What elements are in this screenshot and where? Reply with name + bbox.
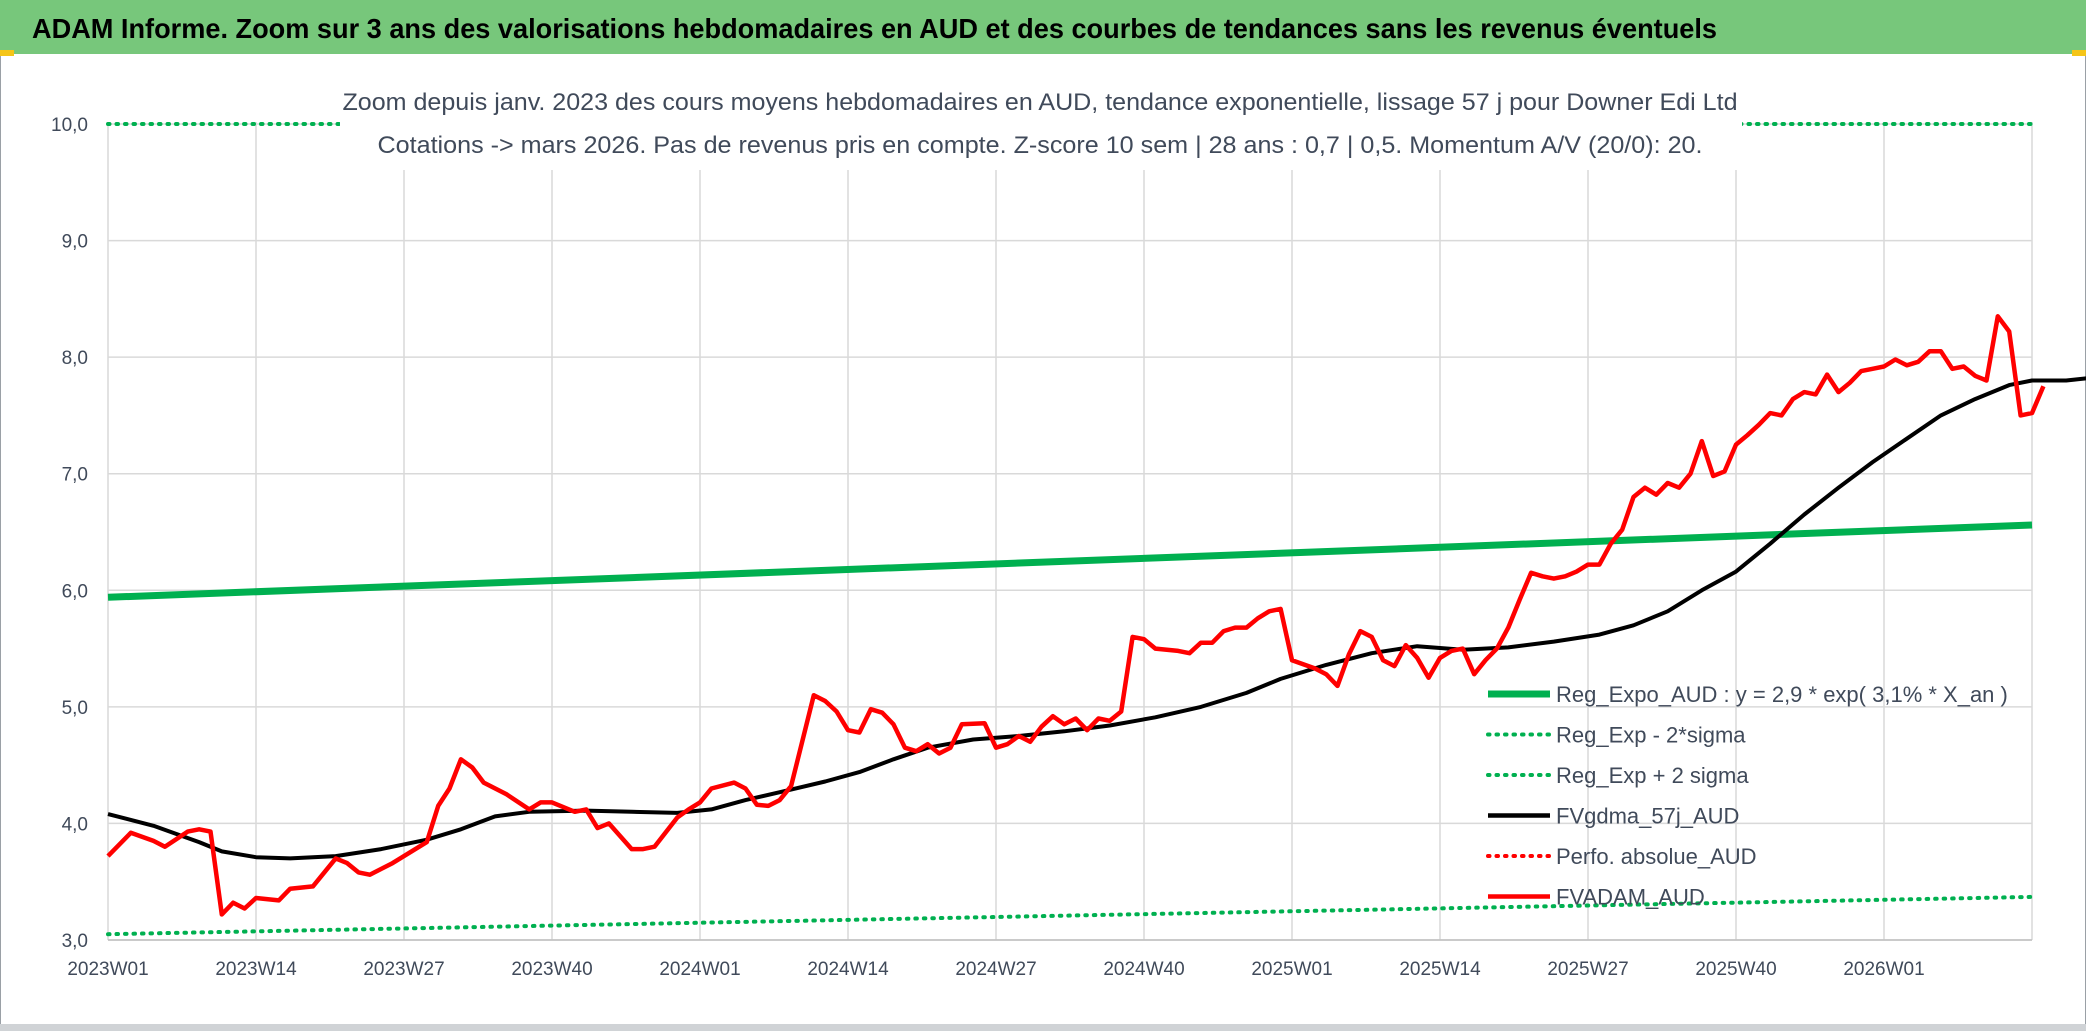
- legend-label: Perfo. absolue_AUD: [1556, 844, 1757, 869]
- series-line-reg-exp-2-sigma: [106, 894, 2034, 937]
- legend-label: FVADAM_AUD: [1556, 885, 1705, 910]
- x-tick-label: 2023W01: [67, 959, 148, 980]
- legend-label: Reg_Exp + 2 sigma: [1556, 763, 1749, 788]
- chart-title-line-2: Cotations -> mars 2026. Pas de revenus p…: [378, 132, 1703, 159]
- x-tick-label: 2025W40: [1695, 959, 1776, 980]
- series-line-fvadam-aud: [106, 314, 2046, 917]
- x-tick-label: 2024W14: [807, 959, 889, 980]
- legend-label: Reg_Exp - 2*sigma: [1556, 723, 1746, 748]
- series-line-fvgdma-57j-aud: [107, 376, 2086, 861]
- header-accent-left: [0, 50, 14, 56]
- x-tick-label: 2023W27: [363, 959, 444, 980]
- x-tick-label: 2026W01: [1843, 959, 1924, 980]
- chart-legend: Reg_Expo_AUD : y = 2,9 * exp( 3,1% * X_a…: [1486, 682, 2008, 910]
- y-tick-label: 8,0: [62, 348, 88, 369]
- bottom-border: [0, 1024, 2086, 1031]
- y-tick-label: 7,0: [62, 465, 88, 486]
- header-title: ADAM Informe. Zoom sur 3 ans des valoris…: [32, 13, 1717, 44]
- x-tick-label: 2025W27: [1547, 959, 1628, 980]
- y-tick-label: 4,0: [62, 814, 88, 835]
- x-tick-label: 2025W01: [1251, 959, 1332, 980]
- grid-layer: [107, 122, 2033, 941]
- y-tick-label: 6,0: [62, 581, 88, 602]
- header-accent-right: [2072, 50, 2086, 56]
- header-band: [0, 0, 2086, 54]
- legend-label: FVgdma_57j_AUD: [1556, 804, 1739, 829]
- x-tick-label: 2023W14: [215, 959, 297, 980]
- y-tick-label: 9,0: [62, 232, 88, 253]
- x-tick-label: 2025W14: [1399, 959, 1481, 980]
- axis-layer: 3,0 4,0 5,0 6,0 7,0 8,0 9,0 10,0 2023W01 2023W14 2…: [51, 115, 2032, 980]
- legend-label: Reg_Expo_AUD : y = 2,9 * exp( 3,1% * X_a…: [1556, 682, 2008, 707]
- y-tick-label: 10,0: [51, 115, 88, 136]
- chart-title-line-1: Zoom depuis janv. 2023 des cours moyens …: [343, 89, 1738, 116]
- series-line-reg-expo-aud-y-2-9-exp-3-1-x-an: [107, 521, 2033, 601]
- x-tick-label: 2024W27: [955, 959, 1036, 980]
- x-tick-label: 2024W40: [1103, 959, 1184, 980]
- x-tick-label: 2023W40: [511, 959, 592, 980]
- x-tick-label: 2024W01: [659, 959, 740, 980]
- y-tick-label: 3,0: [62, 931, 88, 952]
- chart-title-backing: [340, 78, 1742, 170]
- y-tick-label: 5,0: [62, 698, 88, 719]
